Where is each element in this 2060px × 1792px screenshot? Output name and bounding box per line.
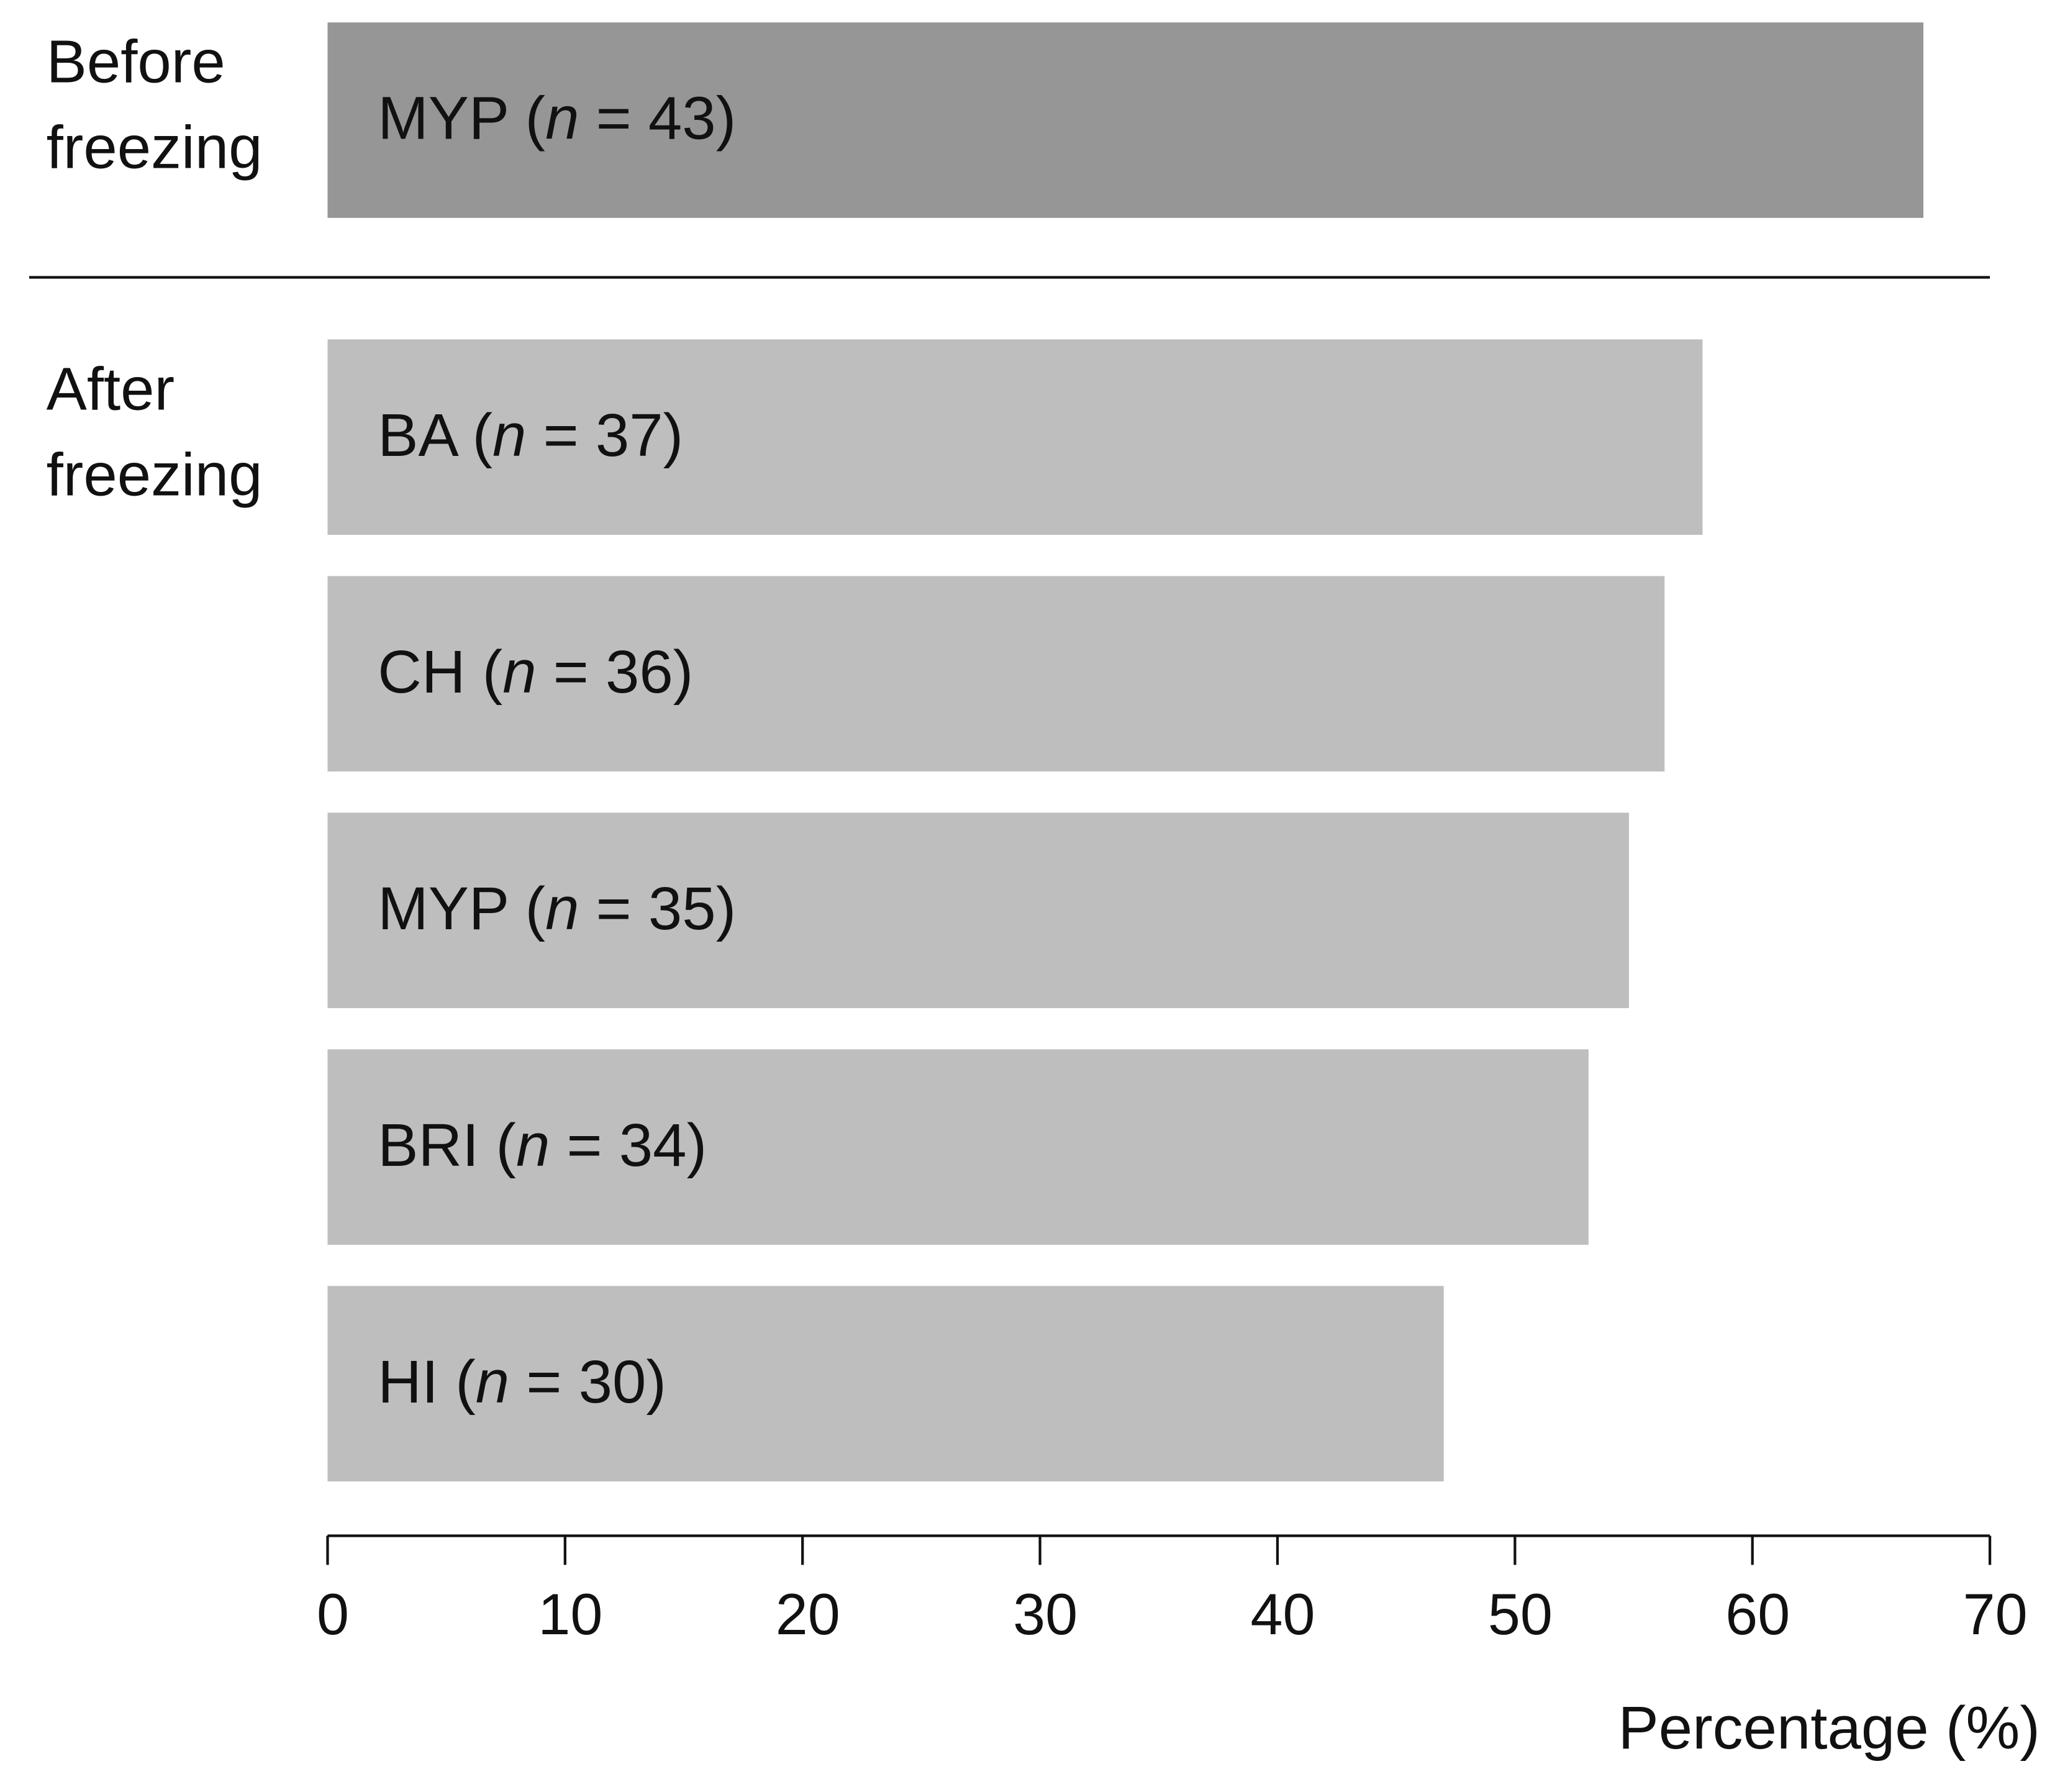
x-tick-label: 30 xyxy=(1013,1581,1078,1647)
bar-label: BRI (n = 34) xyxy=(378,1111,707,1179)
x-tick-label: 70 xyxy=(1963,1581,2028,1647)
bar xyxy=(327,1286,1444,1481)
bar-label: MYP (n = 43) xyxy=(378,84,736,152)
x-tick-label: 20 xyxy=(776,1581,840,1647)
bar-label: BA (n = 37) xyxy=(378,401,683,469)
bar-label: CH (n = 36) xyxy=(378,637,693,706)
bar xyxy=(327,339,1703,535)
bar-label: HI (n = 30) xyxy=(378,1347,666,1416)
x-tick-label: 40 xyxy=(1250,1581,1315,1647)
bar xyxy=(327,576,1665,772)
group-label: After freezing xyxy=(47,354,263,508)
x-tick-label: 10 xyxy=(538,1581,602,1647)
bar xyxy=(327,812,1629,1008)
bar xyxy=(327,22,1924,218)
group-label: Before freezing xyxy=(47,27,263,181)
x-axis-label: Percentage (%) xyxy=(1618,1693,2040,1762)
x-tick-label: 60 xyxy=(1725,1581,1790,1647)
bar xyxy=(327,1049,1589,1245)
bar-label: MYP (n = 35) xyxy=(378,874,736,942)
x-tick-label: 50 xyxy=(1488,1581,1553,1647)
x-tick-label: 0 xyxy=(317,1581,349,1647)
